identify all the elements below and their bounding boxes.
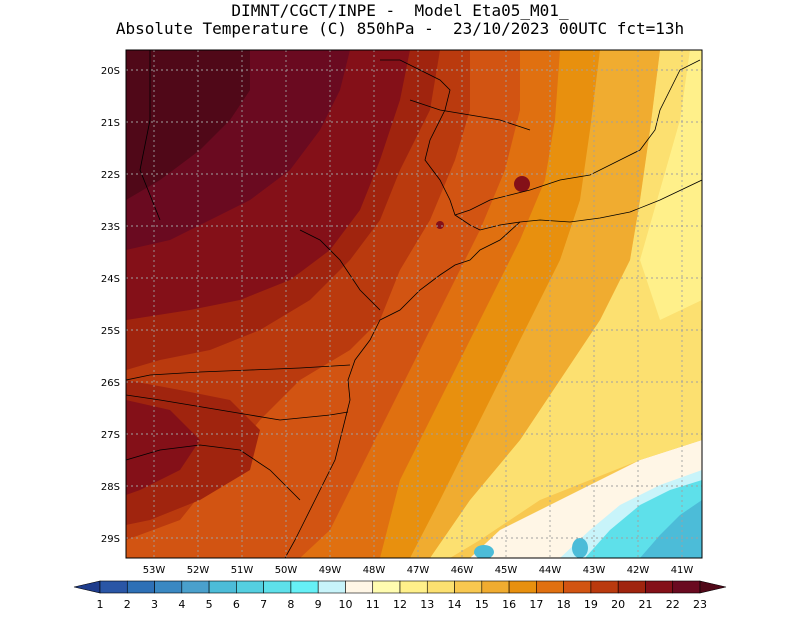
colorbar-label: 7: [260, 598, 267, 611]
colorbar-swatch: [399, 580, 428, 594]
colorbar-label: 16: [502, 598, 516, 611]
colorbar: 1 2 3 4 5 6 7 8 9 10 11 12 13 14 15 16 17 18 19 20 21 22 23: [73, 580, 727, 611]
colorbar-swatch: [590, 580, 619, 594]
chart-title: DIMNT/CGCT/INPE - Model Eta05_M01_ Absol…: [0, 2, 800, 38]
lat-label: 22S: [101, 170, 120, 181]
lon-label: 44W: [539, 565, 562, 576]
lon-label: 52W: [187, 565, 210, 576]
colorbar-label: 20: [611, 598, 625, 611]
colorbar-label: 12: [393, 598, 407, 611]
colorbar-label: 8: [287, 598, 294, 611]
colorbar-swatch: [672, 580, 701, 594]
colorbar-label: 4: [178, 598, 185, 611]
colorbar-swatch: [426, 580, 455, 594]
lon-label: 51W: [231, 565, 254, 576]
colorbar-arrow-low: [73, 580, 101, 594]
lon-label: 53W: [143, 565, 166, 576]
colorbar-swatch: [508, 580, 537, 594]
colorbar-arrow-high: [699, 580, 727, 594]
colorbar-swatch: [290, 580, 319, 594]
lat-label: 23S: [101, 222, 120, 233]
colorbar-label: 21: [638, 598, 652, 611]
title-line-1: DIMNT/CGCT/INPE - Model Eta05_M01_: [231, 1, 569, 20]
longitude-labels: 53W 52W 51W 50W 49W 48W 47W 46W 45W 44W …: [143, 565, 694, 576]
lon-label: 41W: [671, 565, 694, 576]
colorbar-swatch: [536, 580, 564, 594]
colorbar-swatch: [372, 580, 401, 594]
colorbar-label: 17: [529, 598, 543, 611]
lat-label: 26S: [101, 378, 120, 389]
graticule: [126, 50, 702, 558]
colorbar-swatch: [154, 580, 183, 594]
lat-label: 21S: [101, 118, 120, 129]
colorbar-swatch: [263, 580, 292, 594]
colorbar-label: 10: [338, 598, 352, 611]
temperature-field: [126, 50, 702, 558]
lat-label: 20S: [101, 66, 120, 77]
colorbar-label: 14: [448, 598, 462, 611]
colorbar-label: 1: [97, 598, 104, 611]
lon-label: 47W: [407, 565, 430, 576]
colorbar-swatch: [617, 580, 646, 594]
lon-label: 43W: [583, 565, 606, 576]
lon-label: 42W: [627, 565, 650, 576]
colorbar-swatch: [317, 580, 346, 594]
colorbar-swatch: [454, 580, 483, 594]
colorbar-swatch: [181, 580, 210, 594]
colorbar-swatch: [126, 580, 155, 594]
coastlines-borders: [126, 50, 702, 558]
colorbar-label: 18: [557, 598, 571, 611]
colorbar-swatch: [481, 580, 510, 594]
lon-label: 50W: [275, 565, 298, 576]
lon-label: 46W: [451, 565, 474, 576]
colorbar-label: 13: [420, 598, 434, 611]
colorbar-label: 23: [693, 598, 707, 611]
colorbar-label: 19: [584, 598, 598, 611]
colorbar-label: 2: [124, 598, 131, 611]
lat-label: 28S: [101, 482, 120, 493]
colorbar-label: 11: [366, 598, 380, 611]
lat-label: 27S: [101, 430, 120, 441]
lat-label: 29S: [101, 534, 120, 545]
lat-label: 25S: [101, 326, 120, 337]
colorbar-swatch: [563, 580, 592, 594]
colorbar-label: 5: [206, 598, 213, 611]
colorbar-label: 9: [315, 598, 322, 611]
colorbar-swatch: [99, 580, 128, 594]
latitude-labels: 20S 21S 22S 23S 24S 25S 26S 27S 28S 29S: [101, 66, 120, 545]
colorbar-label: 3: [151, 598, 158, 611]
colorbar-label: 6: [233, 598, 240, 611]
map-frame: [125, 49, 703, 559]
lon-label: 45W: [495, 565, 518, 576]
lon-label: 49W: [319, 565, 342, 576]
colorbar-swatch: [236, 580, 264, 594]
lon-label: 48W: [363, 565, 386, 576]
lat-label: 24S: [101, 274, 120, 285]
colorbar-swatch: [208, 580, 237, 594]
colorbar-label: 15: [475, 598, 489, 611]
colorbar-label: 22: [666, 598, 680, 611]
colorbar-swatch: [345, 580, 374, 594]
colorbar-swatch: [645, 580, 674, 594]
title-line-2: Absolute Temperature (C) 850hPa - 23/10/…: [115, 19, 685, 38]
